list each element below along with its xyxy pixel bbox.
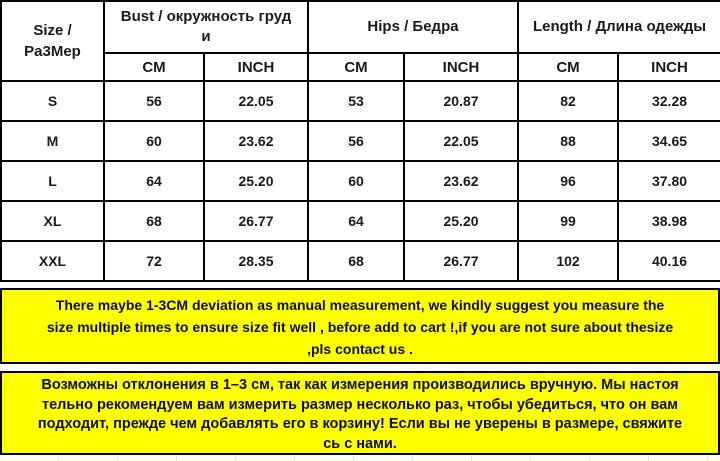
length-inch-cell: 38.98: [617, 200, 720, 242]
group-header-row: Size / Pa3Mep Bust / окружность груд и H…: [0, 0, 720, 82]
bust-inch-cell: 23.62: [203, 120, 309, 162]
length-inch-cell: 34.65: [617, 120, 720, 162]
size-cell: S: [0, 80, 105, 122]
unit-header-row: CM INCH CM INCH CM INCH: [1, 52, 720, 82]
bust-cm-cell: 56: [103, 80, 205, 122]
bust-inch-header: INCH: [203, 52, 309, 82]
size-cell: M: [0, 120, 105, 162]
length-cm-header: CM: [517, 52, 620, 82]
hips-inch-cell: 20.87: [402, 80, 520, 122]
table-row-l: L 64 25.20 60 23.62 96 37.80: [0, 160, 720, 202]
length-cm-cell: 96: [517, 160, 620, 202]
length-cm-cell: 82: [517, 80, 620, 122]
size-cell: L: [0, 160, 105, 202]
bust-column-header: Bust / окружность груд и: [103, 0, 309, 54]
hips-cm-cell: 56: [307, 120, 405, 162]
hips-inch-cell: 23.62: [402, 160, 520, 202]
bust-cm-cell: 72: [103, 240, 205, 282]
deviation-note-english: There maybe 1-3CM deviation as manual me…: [0, 288, 720, 364]
hips-inch-cell: 25.20: [402, 200, 520, 242]
length-inch-header: INCH: [617, 52, 720, 82]
hips-cm-cell: 64: [307, 200, 405, 242]
size-chart-table: Size / Pa3Mep Bust / окружность груд и H…: [0, 0, 720, 282]
bust-inch-cell: 22.05: [203, 80, 309, 122]
length-column-header: Length / Длина одежды: [517, 0, 720, 54]
size-cell: XXL: [0, 240, 105, 282]
bust-cm-cell: 64: [103, 160, 205, 202]
bust-cm-cell: 60: [103, 120, 205, 162]
hips-cm-cell: 68: [307, 240, 405, 282]
table-row-m: M 60 23.62 56 22.05 88 34.65: [0, 120, 720, 162]
hips-inch-cell: 26.77: [402, 240, 520, 282]
hips-cm-header: CM: [307, 52, 405, 82]
length-inch-cell: 37.80: [617, 160, 720, 202]
table-row-s: S 56 22.05 53 20.87 82 32.28: [0, 80, 720, 122]
deviation-note-russian: Возможны отклонения в 1–3 см, так как из…: [0, 371, 720, 455]
hips-column-header: Hips / Бедра: [306, 0, 520, 54]
bust-cm-cell: 68: [103, 200, 205, 242]
table-row-xxl: XXL 72 28.35 68 26.77 102 40.16: [0, 240, 720, 282]
bust-inch-cell: 26.77: [203, 200, 309, 242]
bust-inch-cell: 25.20: [203, 160, 309, 202]
bust-inch-cell: 28.35: [203, 240, 309, 282]
bust-cm-header: CM: [103, 52, 205, 82]
length-inch-cell: 32.28: [617, 80, 720, 122]
hips-cm-cell: 60: [307, 160, 405, 202]
length-cm-cell: 102: [517, 240, 620, 282]
size-column-header: Size / Pa3Mep: [0, 0, 105, 82]
hips-cm-cell: 53: [307, 80, 405, 122]
length-inch-cell: 40.16: [617, 240, 720, 282]
hips-inch-header: INCH: [402, 52, 520, 82]
size-cell: XL: [0, 200, 105, 242]
length-cm-cell: 88: [517, 120, 620, 162]
table-row-xl: XL 68 26.77 64 25.20 99 38.98: [0, 200, 720, 242]
length-cm-cell: 99: [517, 200, 620, 242]
background-grid-strip: [0, 455, 720, 460]
hips-inch-cell: 22.05: [402, 120, 520, 162]
